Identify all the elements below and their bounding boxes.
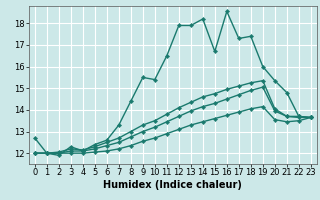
X-axis label: Humidex (Indice chaleur): Humidex (Indice chaleur) xyxy=(103,180,242,190)
